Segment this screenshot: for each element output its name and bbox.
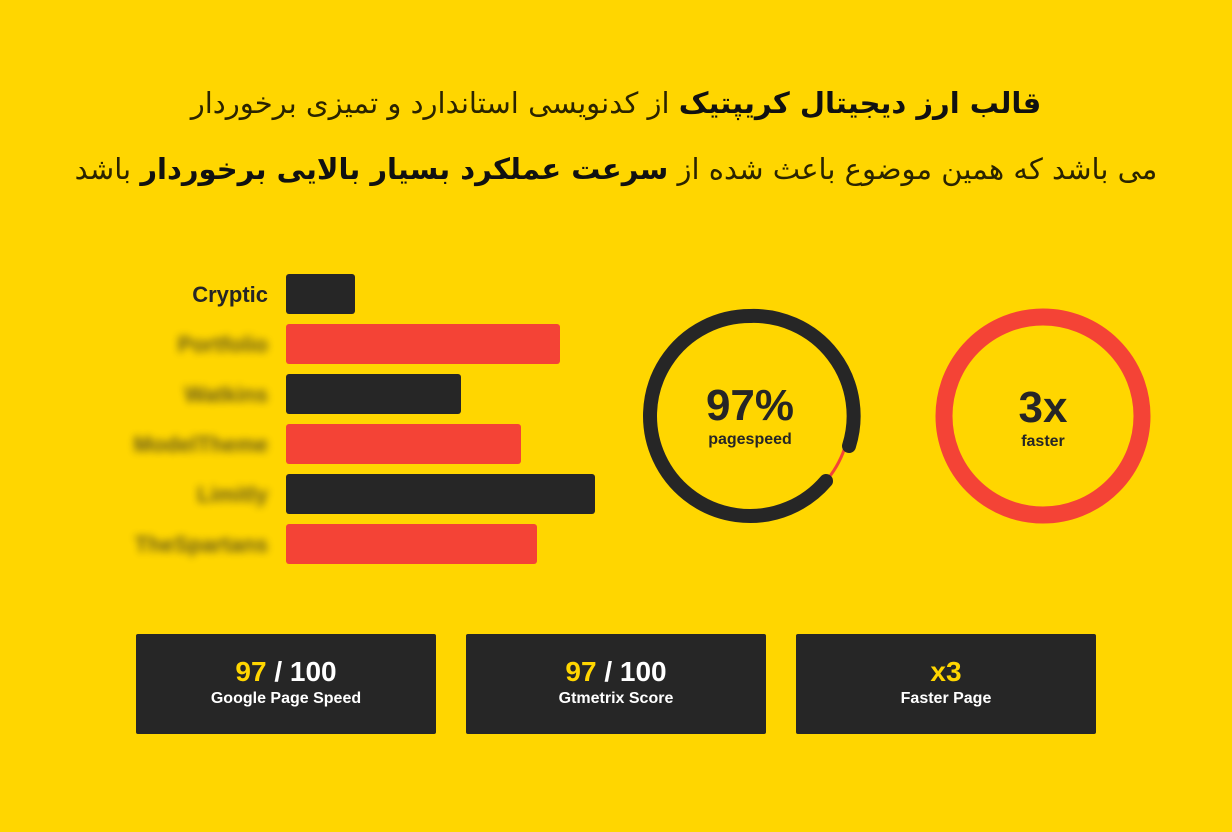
- headline-text: می باشد که همین موضوع باعث شده از: [677, 152, 1158, 186]
- bar: [286, 424, 521, 464]
- card-score: 97: [565, 656, 597, 687]
- gauge-label: faster: [1021, 433, 1065, 450]
- bar: [286, 324, 560, 364]
- headline-1: قالب ارز دیجیتال کریپتیک از کدنویسی استا…: [0, 86, 1232, 120]
- bar: [286, 474, 595, 514]
- card-label: Faster Page: [900, 690, 992, 707]
- bar-label: Limitly: [197, 482, 269, 507]
- bar: [286, 374, 461, 414]
- card-total: / 100: [604, 656, 667, 687]
- headline-bold: سرعت عملکرد بسیار بالایی برخوردار: [140, 152, 669, 186]
- gauge-ring: [935, 308, 1151, 524]
- bar-label: Watkins: [184, 382, 268, 407]
- headline-2: می باشد که همین موضوع باعث شده از سرعت ع…: [0, 152, 1232, 186]
- stat-card: 97 / 100 Google Page Speed: [136, 634, 436, 734]
- bar-label: TheSpartans: [135, 532, 268, 557]
- gauge-value: 97%: [706, 381, 794, 430]
- bar-label: ModelTheme: [134, 432, 268, 457]
- gauge-label: pagespeed: [708, 431, 792, 448]
- card-total: / 100: [274, 656, 337, 687]
- card-score: 97: [235, 656, 267, 687]
- card-score: x3: [930, 656, 962, 687]
- bar-label: Portfolio: [178, 332, 268, 357]
- bar-label: Cryptic: [192, 282, 268, 307]
- stat-card: 97 / 100 Gtmetrix Score: [466, 634, 766, 734]
- headline-text: باشد: [74, 152, 132, 186]
- bar: [286, 524, 537, 564]
- gauge-arc: [643, 309, 833, 523]
- stat-card: x3 Faster Page: [796, 634, 1096, 734]
- gauge-value: 3x: [1019, 383, 1068, 432]
- card-label: Google Page Speed: [210, 690, 362, 707]
- card-label: Gtmetrix Score: [558, 690, 674, 707]
- headline-bold: قالب ارز دیجیتال کریپتیک: [678, 86, 1042, 120]
- headline-text: از کدنویسی استاندارد و تمیزی برخوردار: [190, 86, 670, 120]
- bar: [286, 274, 355, 314]
- gauge-arc: [743, 308, 861, 453]
